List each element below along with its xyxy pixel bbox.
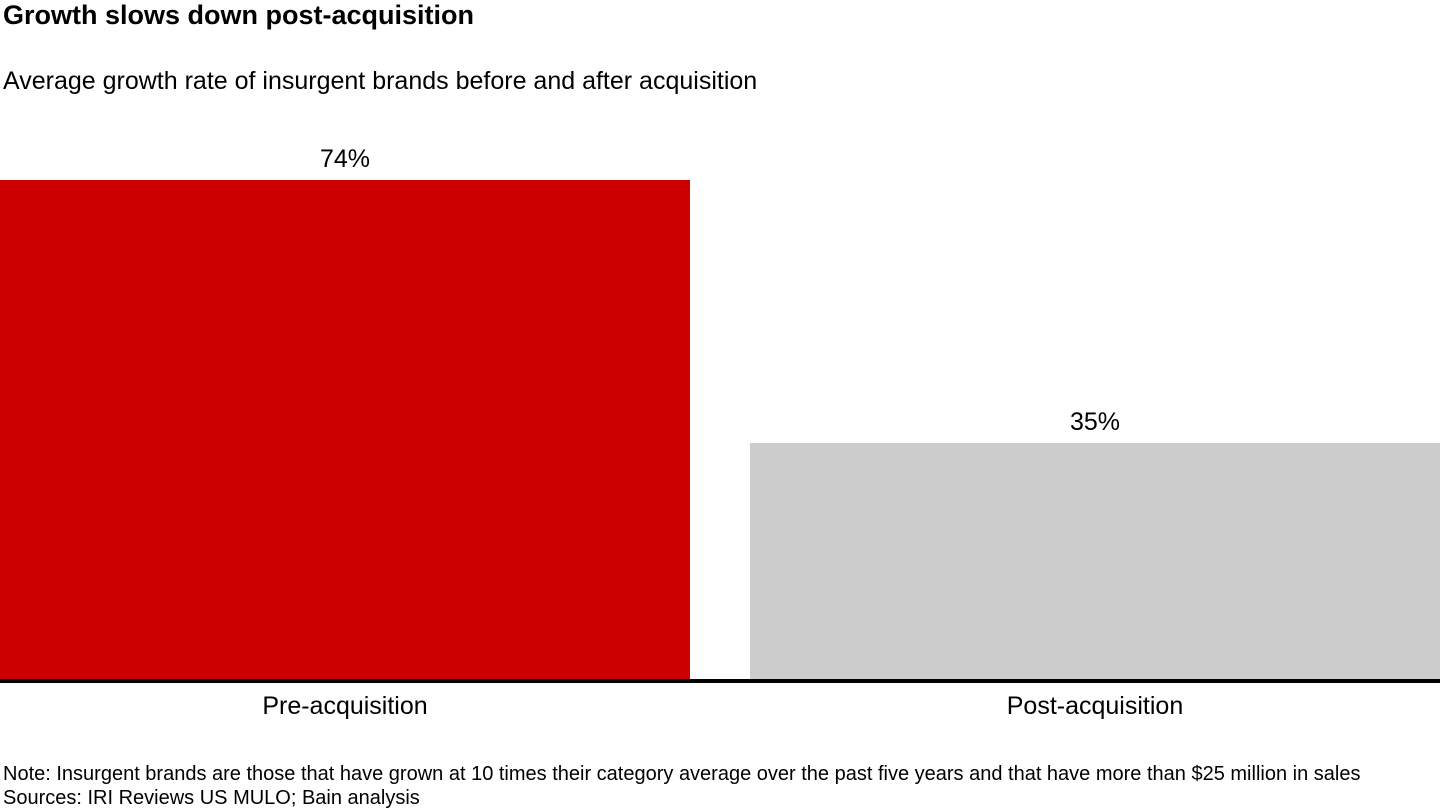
chart-note: Note: Insurgent brands are those that ha… (3, 763, 1361, 785)
category-label-post-acquisition: Post-acquisition (1006, 692, 1184, 720)
chart-subtitle: Average growth rate of insurgent brands … (3, 67, 758, 95)
bar-column-pre-acquisition: 74% (0, 140, 690, 679)
chart-sources: Sources: IRI Reviews US MULO; Bain analy… (3, 787, 420, 809)
bar-pre-acquisition (0, 180, 690, 679)
value-label-post-acquisition: 35% (1069, 408, 1121, 436)
chart-title: Growth slows down post-acquisition (3, 0, 474, 30)
bar-post-acquisition (750, 443, 1440, 679)
bar-column-post-acquisition: 35% (750, 140, 1440, 679)
x-axis-line (0, 679, 1440, 683)
category-label-pre-acquisition: Pre-acquisition (262, 692, 428, 720)
value-label-pre-acquisition: 74% (319, 145, 371, 173)
footnotes: Note: Insurgent brands are those that ha… (3, 762, 1360, 810)
